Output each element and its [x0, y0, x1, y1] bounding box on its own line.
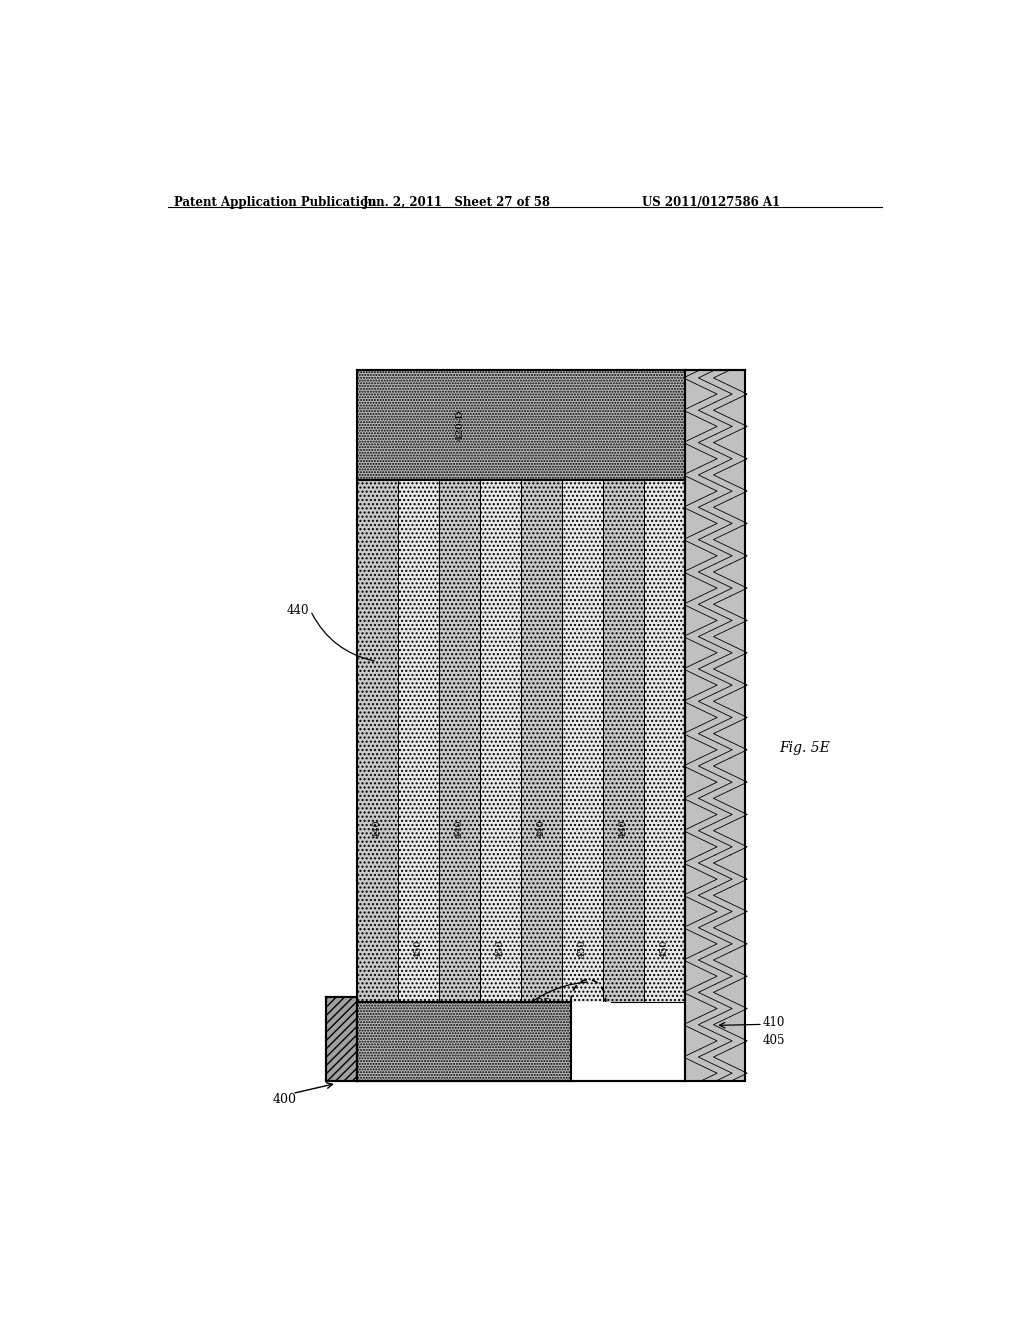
Text: 440: 440	[373, 820, 382, 838]
Text: Jun. 2, 2011   Sheet 27 of 58: Jun. 2, 2011 Sheet 27 of 58	[364, 195, 551, 209]
Bar	[438, 479, 480, 1081]
Bar	[685, 370, 745, 1081]
Text: 450: 450	[660, 940, 669, 958]
Text: US 2011/0127586 A1: US 2011/0127586 A1	[642, 195, 780, 209]
Text: 450: 450	[578, 940, 587, 958]
Text: Patent Application Publication: Patent Application Publication	[174, 195, 377, 209]
Text: 420-D: 420-D	[456, 409, 464, 441]
Text: 420-S: 420-S	[442, 1027, 451, 1057]
Text: 400: 400	[272, 1093, 296, 1106]
Text: 440: 440	[455, 820, 464, 838]
Text: Fig. 5E: Fig. 5E	[778, 741, 829, 755]
Text: 405: 405	[763, 1034, 785, 1047]
Bar	[480, 479, 521, 1081]
Bar	[327, 997, 356, 1081]
Bar	[521, 479, 562, 1081]
Text: 440: 440	[287, 605, 309, 618]
Text: 440: 440	[618, 820, 628, 838]
Text: 475: 475	[331, 1049, 353, 1063]
Bar	[644, 479, 685, 1081]
Bar	[397, 479, 438, 1081]
Bar	[562, 479, 603, 1081]
Text: 450: 450	[496, 940, 505, 958]
Bar	[356, 370, 685, 479]
Text: 465: 465	[528, 998, 551, 1011]
Bar	[570, 1002, 685, 1081]
Bar	[356, 479, 397, 1081]
Bar	[603, 479, 644, 1081]
Text: 450: 450	[414, 940, 423, 958]
Text: 415: 415	[563, 1026, 586, 1039]
Text: 440: 440	[537, 820, 546, 838]
Text: 410: 410	[763, 1016, 785, 1028]
Bar	[356, 1002, 570, 1081]
